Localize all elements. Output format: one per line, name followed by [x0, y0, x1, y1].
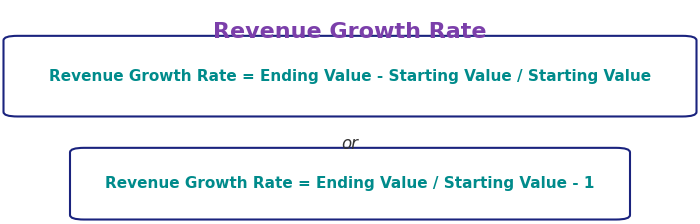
- Text: Revenue Growth Rate = Ending Value - Starting Value / Starting Value: Revenue Growth Rate = Ending Value - Sta…: [49, 69, 651, 84]
- Text: Revenue Growth Rate = Ending Value / Starting Value - 1: Revenue Growth Rate = Ending Value / Sta…: [105, 176, 595, 191]
- Text: or: or: [342, 136, 358, 153]
- FancyBboxPatch shape: [4, 36, 696, 116]
- FancyBboxPatch shape: [70, 148, 630, 220]
- Text: Revenue Growth Rate: Revenue Growth Rate: [214, 22, 486, 42]
